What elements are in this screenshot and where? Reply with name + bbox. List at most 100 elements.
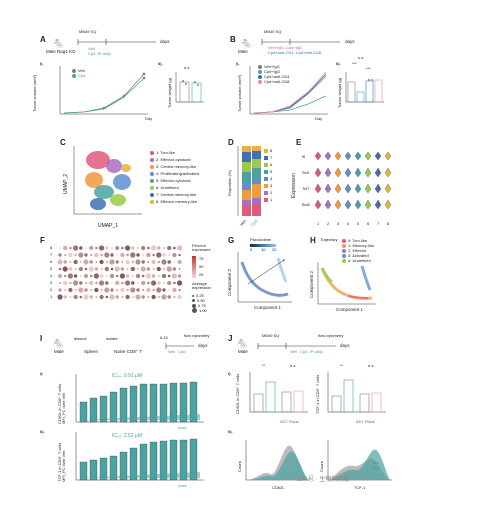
dot-mark xyxy=(99,294,104,300)
dot-mark xyxy=(115,260,119,264)
hist-xlabel-2: TCF-1 xyxy=(354,485,366,490)
dot-mark xyxy=(157,295,161,299)
dot-mark xyxy=(146,287,151,293)
e-xtick-4: 4 xyxy=(347,221,350,226)
dot-mark xyxy=(151,294,156,300)
ylabel-b-ii: Tumor weight (g) xyxy=(337,77,342,108)
dot-mark xyxy=(114,266,120,272)
dot-mark xyxy=(130,266,135,272)
dot-mark xyxy=(121,281,124,285)
dot-mark xyxy=(126,253,129,257)
d-leg-5: 5 xyxy=(264,169,272,174)
dot-mark xyxy=(105,260,109,264)
dot-mark xyxy=(173,261,176,263)
dot-mark xyxy=(110,267,114,271)
gene-ifi: Ifi xyxy=(302,154,306,159)
dot-mark xyxy=(136,253,140,257)
panel-label-b: B xyxy=(230,35,236,44)
dot-mark xyxy=(64,289,66,291)
dot-mark xyxy=(167,260,171,264)
pt-scale-10: 10 xyxy=(261,247,266,252)
dot-mark xyxy=(152,268,155,270)
dot-mark xyxy=(85,247,87,249)
ic50-value-2: IC₅₀: 2.52 μM xyxy=(112,433,143,439)
f-row-1: 1 xyxy=(50,294,53,299)
d-cat-cpd: Cpd xyxy=(249,218,259,228)
treat-b-2: Cpd+anti-CD4, Cpd+anti-CD8 xyxy=(268,50,322,55)
dot-mark xyxy=(173,281,176,285)
treat-veh-a: Veh xyxy=(88,46,95,51)
dot-mark xyxy=(119,273,125,279)
dot-mark xyxy=(63,295,67,299)
j-sig-3: ** xyxy=(340,363,344,368)
j-cpd: Cpd, IP daily xyxy=(300,349,323,354)
dot-mark xyxy=(78,252,84,258)
d-cat-veh: Veh xyxy=(238,218,248,227)
f-row-4: 4 xyxy=(50,273,53,278)
dot-mark xyxy=(74,288,77,292)
treat-cpd-a: Cpd, IP daily xyxy=(88,51,111,56)
dot-mark xyxy=(89,280,94,286)
dot-mark xyxy=(59,282,61,284)
dot-mark xyxy=(125,274,130,278)
pt-scale-20: 20 xyxy=(272,247,277,252)
e-xtick-5: 5 xyxy=(357,221,360,226)
dot-mark xyxy=(173,246,176,250)
dot-mark xyxy=(147,296,150,298)
panel-label-e: E xyxy=(296,138,302,147)
j-flow: flow cytometry xyxy=(318,333,344,338)
dot-mark xyxy=(100,288,103,292)
mouse-label-b: Male xyxy=(238,49,248,54)
mouse-icon-i: 🐁 xyxy=(52,338,65,349)
dot-mark xyxy=(162,288,166,292)
sig-b-3: *** xyxy=(366,66,371,71)
j-veh: Veh xyxy=(290,349,297,354)
dot-mark xyxy=(115,280,120,286)
e-xtick-7: 7 xyxy=(377,221,380,226)
h-leg-3: 3: Activated xyxy=(342,253,369,258)
dot-mark xyxy=(111,282,113,284)
j-cells: MB49 SQ xyxy=(262,333,280,338)
dot-mark xyxy=(93,273,99,279)
f-row-5: 5 xyxy=(50,266,53,271)
dot-mark xyxy=(63,280,68,286)
dot-mark xyxy=(95,281,98,285)
dot-mark xyxy=(110,253,114,257)
dot-mark xyxy=(63,245,68,251)
dot-mark xyxy=(145,273,151,279)
dot-mark xyxy=(89,245,94,251)
dot-mark xyxy=(121,246,124,250)
dot-mark xyxy=(106,275,108,277)
dot-mark xyxy=(109,273,115,279)
dot-mark xyxy=(67,273,73,279)
dot-mark xyxy=(167,280,172,286)
sig-b-2: *** xyxy=(352,61,357,66)
dot-mark xyxy=(177,280,183,286)
ic50-chart-2 xyxy=(75,432,204,481)
cluster-legend-6: 6: Undefined xyxy=(150,185,179,190)
dot-mark xyxy=(125,280,131,286)
dot-mark xyxy=(62,266,68,272)
dot-mark xyxy=(166,266,172,272)
dot-mark xyxy=(99,280,105,286)
avg-legend-title: Average expression xyxy=(192,281,212,291)
dot-mark xyxy=(115,245,120,251)
dot-mark xyxy=(126,268,129,270)
ic50-xlabel-1: dose xyxy=(178,425,187,430)
i-cells: Naive CD8⁺ T xyxy=(114,349,143,354)
tumor-weight-chart-a xyxy=(175,72,204,103)
dot-mark xyxy=(63,274,67,278)
proportion-ylabel: Proportion (%) xyxy=(227,170,232,196)
timeline-a xyxy=(77,39,156,45)
d-leg-8: 8 xyxy=(264,148,272,153)
dot-mark xyxy=(151,274,156,278)
dot-mark xyxy=(89,274,93,278)
dot-mark xyxy=(136,267,140,271)
timeline-j xyxy=(257,343,336,349)
dot-mark xyxy=(57,294,63,300)
f-row-8: 8 xyxy=(50,245,53,250)
j-sig-1: ** xyxy=(262,363,266,368)
i-isolate: isolate xyxy=(106,336,118,341)
dot-mark xyxy=(125,259,130,265)
f-row-3: 3 xyxy=(50,280,53,285)
